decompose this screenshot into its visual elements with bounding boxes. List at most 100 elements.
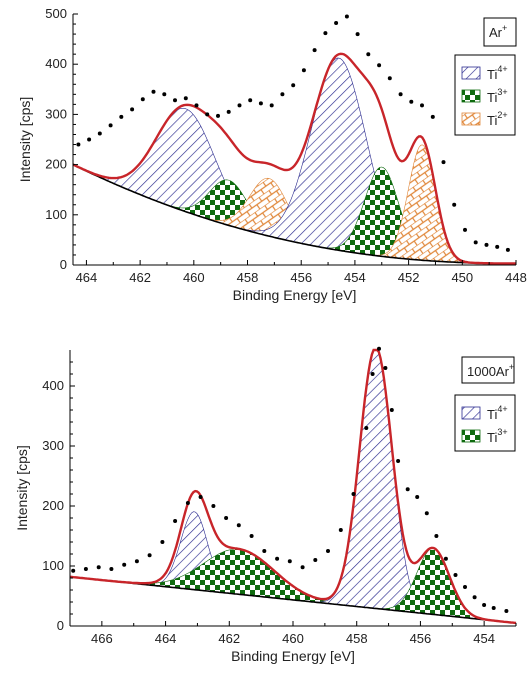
y-tick-label: 0 <box>57 618 64 633</box>
data-point <box>224 516 229 520</box>
data-point <box>119 114 124 119</box>
x-tick-label: 454 <box>344 270 366 285</box>
data-point <box>96 565 101 570</box>
data-point <box>441 160 446 165</box>
legend-swatch <box>461 66 481 80</box>
data-point <box>300 565 305 570</box>
data-point <box>355 32 360 37</box>
data-point <box>366 52 371 57</box>
data-point <box>83 567 88 571</box>
data-point <box>326 549 330 553</box>
data-point <box>291 83 296 88</box>
data-point <box>134 559 139 564</box>
data-point <box>504 609 509 613</box>
data-point <box>323 31 328 36</box>
legend-swatch <box>461 89 481 103</box>
x-tick-label: 460 <box>282 631 304 646</box>
data-point <box>409 99 414 104</box>
data-point <box>236 523 241 528</box>
data-point <box>301 68 306 73</box>
x-tick-label: 464 <box>155 631 177 646</box>
data-point <box>173 519 178 523</box>
data-point <box>173 98 177 103</box>
data-point <box>312 48 317 53</box>
data-point <box>198 495 203 499</box>
x-tick-label: 464 <box>76 270 98 285</box>
data-point <box>71 568 76 573</box>
data-point <box>405 487 410 492</box>
data-point <box>473 240 478 245</box>
y-tick-label: 100 <box>45 207 67 222</box>
data-point <box>453 573 458 577</box>
data-point <box>398 92 403 97</box>
data-point <box>443 556 448 561</box>
data-point <box>237 103 242 108</box>
data-point <box>420 103 424 108</box>
data-point <box>216 113 220 118</box>
data-point <box>377 346 381 351</box>
data-point <box>109 567 114 571</box>
data-point <box>76 142 81 147</box>
x-tick-label: 452 <box>398 270 420 285</box>
data-point <box>211 504 216 508</box>
data-point <box>162 92 167 97</box>
legend-swatch <box>461 406 481 420</box>
data-point <box>160 540 165 544</box>
data-point <box>387 76 392 81</box>
data-point <box>338 528 343 532</box>
sample-label-box <box>483 17 517 47</box>
data-point <box>396 459 401 463</box>
x-tick-label: 462 <box>218 631 240 646</box>
data-point <box>226 109 231 114</box>
data-point <box>463 585 467 589</box>
envelope-line <box>72 52 516 265</box>
data-point <box>495 244 500 249</box>
sample-label-box <box>461 356 515 384</box>
data-point <box>424 511 429 516</box>
chart-panel-top: 464 462 460 458 456 454 452 450 448 0 100 200 300 400… <box>17 6 527 303</box>
y-tick-label: 300 <box>45 106 67 121</box>
data-point <box>389 408 394 412</box>
x-tick-label: 460 <box>183 270 205 285</box>
x-tick-label: 450 <box>451 270 473 285</box>
data-point <box>484 242 489 247</box>
data-point <box>430 114 435 119</box>
data-point <box>122 562 127 567</box>
data-point <box>183 96 188 101</box>
data-point <box>452 202 457 207</box>
data-point <box>287 559 292 564</box>
background-line <box>69 576 517 624</box>
x-tick-label: 456 <box>410 631 432 646</box>
y-tick-label: 100 <box>42 558 64 573</box>
y-tick-label: 300 <box>42 438 64 453</box>
sample-label-superscript: + <box>509 362 514 372</box>
data-point <box>377 63 382 68</box>
y-tick-label: 0 <box>60 257 67 272</box>
peak-Ti4plus-3 <box>72 57 516 264</box>
data-point <box>351 492 356 496</box>
data-point <box>334 21 339 25</box>
data-point <box>275 556 280 561</box>
legend-label-superscript: 3+ <box>497 427 507 437</box>
data-point <box>482 603 487 607</box>
data-point <box>262 549 267 553</box>
x-tick-label: 456 <box>290 270 312 285</box>
sample-label: 1000Ar+ <box>467 362 514 379</box>
data-point <box>344 14 349 19</box>
data-point <box>280 92 285 97</box>
legend-label-superscript: 4+ <box>497 64 507 74</box>
sample-label-superscript: + <box>502 23 507 33</box>
x-tick-label: 458 <box>237 270 259 285</box>
data-point <box>472 595 477 600</box>
x-tick-label: 458 <box>346 631 368 646</box>
data-point <box>364 426 369 430</box>
y-tick-label: 400 <box>42 378 64 393</box>
background-line <box>72 163 516 265</box>
data-point <box>140 97 145 102</box>
data-point <box>313 558 318 562</box>
data-point <box>383 366 388 370</box>
data-point <box>249 534 254 538</box>
data-point <box>130 107 135 112</box>
x-axis-label: Binding Energy [eV] <box>231 648 355 664</box>
data-point <box>415 495 420 499</box>
